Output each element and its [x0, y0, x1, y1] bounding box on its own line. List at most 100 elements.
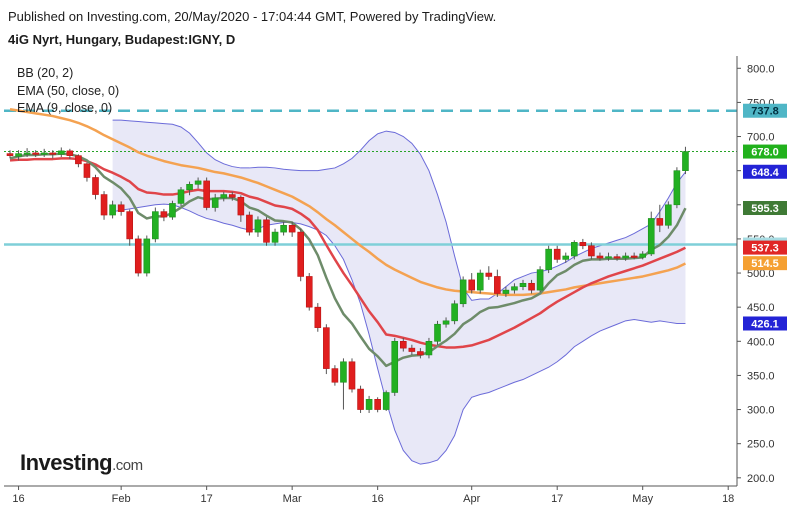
bollinger-band-fill	[112, 120, 686, 465]
candle-body[interactable]	[545, 248, 552, 270]
ema-50-line	[9, 108, 686, 297]
candle-body[interactable]	[75, 155, 82, 165]
legend-bollinger-bands[interactable]: BB (20, 2)	[17, 66, 74, 80]
candle-body[interactable]	[596, 255, 604, 259]
candle-body[interactable]	[169, 203, 176, 218]
candle-body[interactable]	[391, 341, 399, 393]
candle-body[interactable]	[528, 282, 535, 291]
candle-body[interactable]	[468, 279, 476, 291]
price-tag-text: 737.8	[751, 106, 779, 118]
legend-ema-9[interactable]: EMA (9, close, 0)	[17, 101, 113, 115]
candle-body[interactable]	[417, 351, 424, 356]
candle-body[interactable]	[194, 180, 202, 185]
candle-body[interactable]	[451, 303, 458, 322]
candle-body[interactable]	[15, 153, 22, 157]
investing-logo: Investing.com	[20, 450, 143, 476]
ema-9-line	[9, 152, 687, 368]
candle-body[interactable]	[357, 388, 364, 410]
price-tag-text: 537.3	[751, 243, 779, 255]
candle-body[interactable]	[511, 286, 518, 291]
x-tick-label: 16	[372, 493, 384, 505]
candle-body[interactable]	[23, 152, 31, 155]
candle-body[interactable]	[297, 231, 305, 277]
candle-body[interactable]	[237, 196, 245, 216]
candle-body[interactable]	[134, 238, 142, 274]
candle-body[interactable]	[83, 163, 91, 178]
candle-body[interactable]	[399, 341, 407, 349]
candle-body[interactable]	[203, 180, 210, 208]
candle-body[interactable]	[314, 306, 322, 328]
candle-body[interactable]	[434, 323, 441, 342]
candle-body[interactable]	[160, 211, 168, 218]
price-tag-648.4: 648.4	[743, 164, 787, 179]
price-tag-bg	[743, 316, 787, 331]
candle-body[interactable]	[323, 327, 330, 369]
candle-body[interactable]	[374, 399, 381, 410]
candle-body[interactable]	[92, 177, 99, 195]
candle-body[interactable]	[220, 194, 228, 199]
candle-body[interactable]	[246, 214, 253, 233]
candle-body[interactable]	[562, 255, 570, 260]
candle-body[interactable]	[502, 289, 510, 294]
candle-body[interactable]	[519, 282, 527, 287]
candle-body[interactable]	[143, 238, 151, 274]
candle-body[interactable]	[605, 256, 612, 259]
candle-body[interactable]	[126, 211, 133, 240]
candle-body[interactable]	[476, 272, 484, 291]
candle-body[interactable]	[288, 224, 296, 233]
candle-body[interactable]	[271, 231, 279, 243]
candle-body[interactable]	[494, 276, 501, 294]
candle-body[interactable]	[382, 392, 390, 410]
candle-body[interactable]	[40, 152, 48, 155]
candle-body[interactable]	[348, 361, 356, 390]
candle-body[interactable]	[673, 170, 681, 206]
x-tick-label: 17	[551, 493, 563, 505]
candle-body[interactable]	[263, 219, 270, 243]
candle-body[interactable]	[665, 204, 672, 226]
candle-body[interactable]	[408, 347, 416, 352]
candle-body[interactable]	[639, 253, 647, 258]
candle-body[interactable]	[622, 255, 629, 259]
candle-body[interactable]	[553, 248, 561, 260]
y-tick-label: 300.0	[747, 405, 775, 417]
candle-body[interactable]	[579, 242, 587, 247]
candle-body[interactable]	[211, 197, 219, 208]
ema-red-line	[9, 157, 686, 349]
candle-body[interactable]	[340, 361, 347, 383]
candle-body[interactable]	[254, 219, 262, 233]
candle-body[interactable]	[570, 242, 578, 257]
candle-body[interactable]	[6, 153, 14, 156]
candle-body[interactable]	[365, 399, 373, 410]
candle-body[interactable]	[656, 218, 664, 226]
candle-body[interactable]	[442, 320, 450, 325]
candle-body[interactable]	[485, 272, 493, 277]
candle-body[interactable]	[32, 152, 39, 155]
price-tag-text: 514.5	[751, 258, 779, 270]
candle-body[interactable]	[682, 151, 689, 171]
candle-body[interactable]	[186, 184, 193, 191]
candle-body[interactable]	[647, 218, 655, 255]
candle-body[interactable]	[613, 256, 621, 259]
candle-body[interactable]	[305, 276, 313, 308]
candle-body[interactable]	[57, 150, 65, 155]
x-tick-label: 17	[201, 493, 213, 505]
legend-ema-50[interactable]: EMA (50, close, 0)	[17, 84, 120, 98]
candle-body[interactable]	[109, 204, 116, 216]
candle-body[interactable]	[177, 189, 185, 204]
candle-body[interactable]	[459, 279, 467, 305]
candle-body[interactable]	[100, 194, 108, 216]
candle-body[interactable]	[117, 204, 125, 212]
candle-body[interactable]	[66, 150, 74, 156]
candle-body[interactable]	[425, 341, 433, 356]
candle-body[interactable]	[331, 368, 339, 383]
candle-body[interactable]	[280, 224, 287, 233]
logo-main: Investing	[20, 450, 113, 475]
candle-body[interactable]	[49, 152, 57, 155]
candle-body[interactable]	[152, 211, 159, 240]
candle-body[interactable]	[229, 194, 236, 198]
candle-body[interactable]	[536, 269, 544, 291]
candle-body[interactable]	[588, 245, 595, 257]
candle-body[interactable]	[630, 255, 638, 258]
price-tag-737.8: 737.8	[743, 103, 787, 118]
